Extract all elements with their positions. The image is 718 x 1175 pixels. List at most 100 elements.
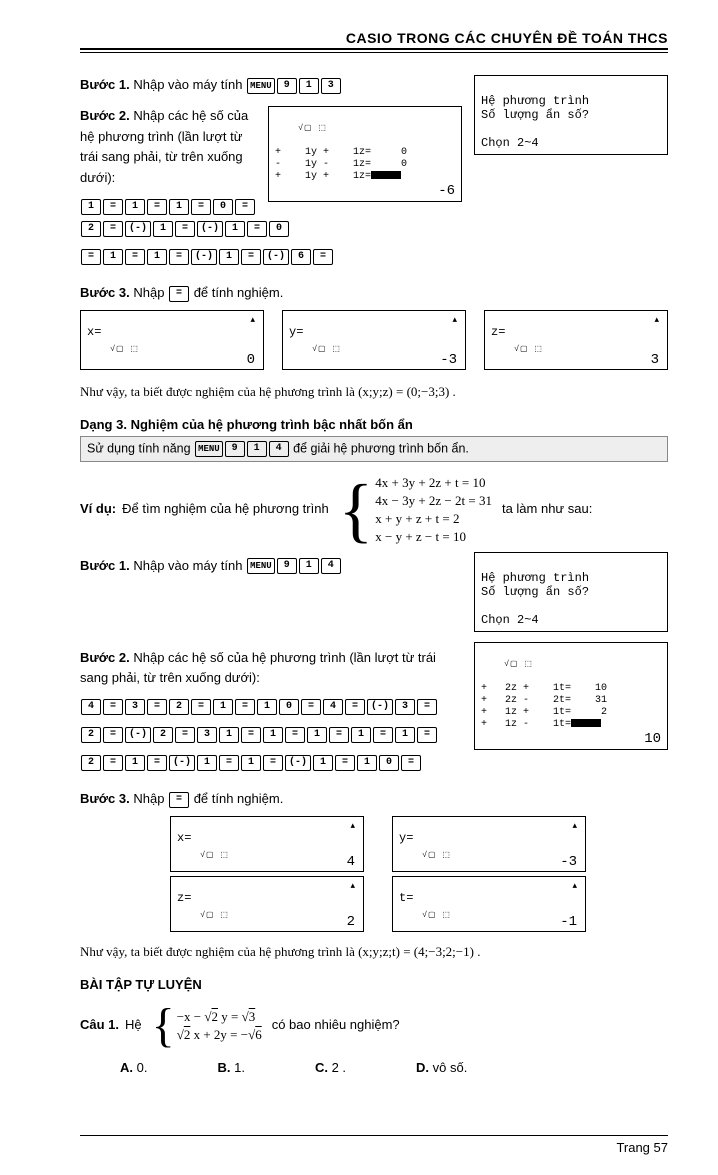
digit-key: 4 (81, 699, 101, 715)
digit-key: 3 (321, 78, 341, 94)
neg-key: (-) (197, 221, 223, 237)
digit-key: 0 (379, 755, 399, 771)
calc-result-z4: √▢ ⬚▴ z= 2 (170, 876, 364, 932)
calc-screen-sys4-prompt: Hệ phương trình Số lượng ẩn số? Chọn 2~4 (474, 552, 668, 632)
neg-key: (-) (263, 249, 289, 265)
digit-key: 1 (351, 727, 371, 743)
header-rule (80, 48, 668, 53)
digit-key: 1 (125, 755, 145, 771)
digit-key: 1 (81, 199, 101, 215)
equals-key: = (125, 249, 145, 265)
equals-key: = (235, 199, 255, 215)
equals-key: = (169, 286, 189, 302)
equals-key: = (175, 221, 195, 237)
section-heading-d3: Dạng 3. Nghiệm của hệ phương trình bậc n… (80, 417, 668, 432)
digit-key: 2 (81, 755, 101, 771)
answer-options: A. 0. B. 1. C. 2 . D. vô số. (120, 1060, 668, 1075)
tip-box: Sử dụng tính năng MENU914 để giải hệ phư… (80, 436, 668, 462)
practice-heading: BÀI TẬP TỰ LUYỆN (80, 977, 668, 992)
neg-key: (-) (191, 249, 217, 265)
digit-key: 2 (153, 727, 173, 743)
result-row-4a: √▢ ⬚▴ x= 4 √▢ ⬚▴ y= -3 (170, 816, 668, 872)
neg-key: (-) (169, 755, 195, 771)
digit-key: 2 (81, 221, 101, 237)
equals-key: = (301, 699, 321, 715)
equals-key: = (169, 249, 189, 265)
equals-key: = (285, 727, 305, 743)
digit-key: 3 (125, 699, 145, 715)
equals-key: = (147, 699, 167, 715)
digit-key: 1 (225, 221, 245, 237)
digit-key: 1 (169, 199, 189, 215)
menu-key: MENU (195, 441, 223, 457)
digit-key: 1 (147, 249, 167, 265)
keys-row: =1=1=(-)1=(-)6= (80, 245, 668, 267)
equals-key: = (373, 727, 393, 743)
digit-key: 1 (241, 755, 261, 771)
menu-key: MENU (247, 558, 275, 574)
digit-key: 1 (125, 199, 145, 215)
digit-key: 1 (357, 755, 377, 771)
digit-key: 1 (197, 755, 217, 771)
calc-result-y: √▢ ⬚▴ y= -3 (282, 310, 466, 370)
step3: Bước 3. Nhập = để tính nghiệm. (80, 283, 668, 304)
digit-key: 1 (257, 699, 277, 715)
question-1: Câu 1. Hệ { −x − √2 y = √3 √2 x + 2y = −… (80, 1002, 668, 1050)
equals-key: = (329, 727, 349, 743)
equals-key: = (103, 199, 123, 215)
menu-key: MENU (247, 78, 275, 94)
neg-key: (-) (125, 727, 151, 743)
digit-key: 0 (213, 199, 233, 215)
calc-screen-sys4-coef: √▢ ⬚ + 2z + 1t= 10 + 2z - 2t= 31 + 1z + … (474, 642, 668, 750)
equals-key: = (235, 699, 255, 715)
digit-key: 3 (197, 727, 217, 743)
keys-row: 2=1=(-)1=1=(-)1=10= (80, 751, 668, 773)
equals-key: = (103, 727, 123, 743)
neg-key: (-) (125, 221, 151, 237)
page-header-title: CASIO TRONG CÁC CHUYÊN ĐỀ TOÁN THCS (80, 30, 668, 46)
equals-key: = (241, 249, 261, 265)
equals-key: = (147, 755, 167, 771)
calc-result-x4: √▢ ⬚▴ x= 4 (170, 816, 364, 872)
equals-key: = (335, 755, 355, 771)
equals-key: = (191, 699, 211, 715)
digit-key: 0 (269, 221, 289, 237)
result-row-3: √▢ ⬚▴ x= 0 √▢ ⬚▴ y= -3 √▢ ⬚▴ z= 3 (80, 310, 668, 370)
equals-key: = (345, 699, 365, 715)
digit-key: 9 (277, 78, 297, 94)
calc-screen-sys3-coef: √▢ ⬚ + 1y + 1z= 0 - 1y - 1z= 0 + 1y + 1z… (268, 106, 462, 202)
equals-key: = (263, 755, 283, 771)
equals-key: = (169, 792, 189, 808)
equals-key: = (247, 221, 267, 237)
equals-key: = (175, 727, 195, 743)
equals-key: = (417, 699, 437, 715)
equals-key: = (103, 699, 123, 715)
digit-key: 1 (263, 727, 283, 743)
digit-key: 1 (313, 755, 333, 771)
digit-key: 6 (291, 249, 311, 265)
result-row-4b: √▢ ⬚▴ z= 2 √▢ ⬚▴ t= -1 (170, 876, 668, 932)
d3-step3: Bước 3. Nhập = để tính nghiệm. (80, 789, 668, 810)
digit-key: 1 (395, 727, 415, 743)
equals-key: = (81, 249, 101, 265)
digit-key: 1 (299, 78, 319, 94)
calc-result-t4: √▢ ⬚▴ t= -1 (392, 876, 586, 932)
digit-key: 2 (81, 727, 101, 743)
calc-result-x: √▢ ⬚▴ x= 0 (80, 310, 264, 370)
digit-key: 1 (247, 441, 267, 457)
example: Ví dụ: Để tìm nghiệm của hệ phương trình… (80, 474, 668, 546)
equals-key: = (103, 221, 123, 237)
equals-key: = (219, 755, 239, 771)
digit-key: 3 (395, 699, 415, 715)
equals-key: = (401, 755, 421, 771)
equals-key: = (417, 727, 437, 743)
digit-key: 9 (225, 441, 245, 457)
digit-key: 1 (153, 221, 173, 237)
equals-key: = (147, 199, 167, 215)
neg-key: (-) (367, 699, 393, 715)
digit-key: 4 (321, 558, 341, 574)
digit-key: 1 (299, 558, 319, 574)
equals-key: = (191, 199, 211, 215)
page-number: Trang 57 (80, 1140, 668, 1155)
digit-key: 1 (103, 249, 123, 265)
